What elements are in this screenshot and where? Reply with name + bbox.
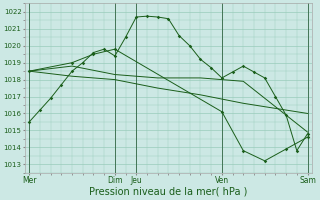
X-axis label: Pression niveau de la mer( hPa ): Pression niveau de la mer( hPa ) <box>89 187 248 197</box>
